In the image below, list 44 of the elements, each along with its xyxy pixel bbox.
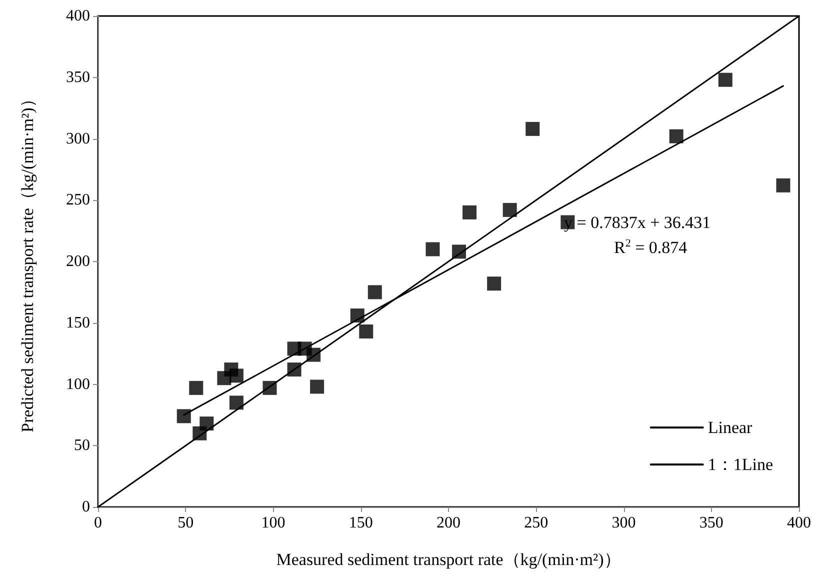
y-tick-label: 200: [66, 253, 90, 270]
point: [262, 380, 277, 395]
point: [229, 396, 244, 410]
y-tick-label: 250: [66, 192, 90, 209]
point: [487, 276, 502, 291]
point: [452, 244, 466, 259]
point: [669, 129, 684, 144]
y-tick-label: 400: [66, 8, 90, 24]
point: [229, 368, 244, 383]
annotation: y = 0.7837x + 36.431: [564, 213, 711, 232]
point: [287, 362, 302, 377]
x-tick-label: 0: [94, 514, 102, 532]
point: [426, 242, 440, 256]
x-axis-title: Measured sediment transport rate（kg/(min·m²)）: [276, 550, 621, 569]
point: [306, 348, 321, 362]
y-tick-label: 150: [66, 314, 90, 332]
x-tick-label: 50: [178, 514, 194, 532]
x-tick-label: 250: [524, 514, 548, 532]
point: [359, 324, 374, 338]
point: [350, 308, 364, 323]
y-axis-title: Predicted sediment transport rate（kg/(min·m²)）: [18, 90, 37, 432]
point: [368, 285, 382, 300]
x-tick-label: 200: [436, 514, 460, 532]
point: [462, 205, 477, 220]
legend-label: 1：1Line: [708, 455, 774, 474]
point: [176, 409, 191, 424]
point: [189, 380, 204, 395]
point: [200, 416, 214, 431]
y-tick-label: 100: [66, 376, 90, 393]
point: [776, 178, 790, 192]
y-tick-label: 0: [82, 498, 90, 516]
legend-label: Linear: [708, 418, 753, 437]
point: [718, 72, 732, 87]
point: [310, 380, 324, 394]
point: [526, 122, 540, 136]
x-tick-label: 300: [612, 514, 636, 532]
y-tick-label: 50: [74, 437, 90, 454]
y-tick-label: 300: [66, 130, 90, 148]
x-tick-label: 350: [699, 514, 724, 532]
x-tick-label: 100: [261, 514, 286, 532]
x-tick-label: 150: [348, 514, 373, 532]
x-tick-label: 400: [787, 514, 811, 532]
point: [502, 202, 517, 217]
y-tick-label: 350: [66, 68, 90, 86]
